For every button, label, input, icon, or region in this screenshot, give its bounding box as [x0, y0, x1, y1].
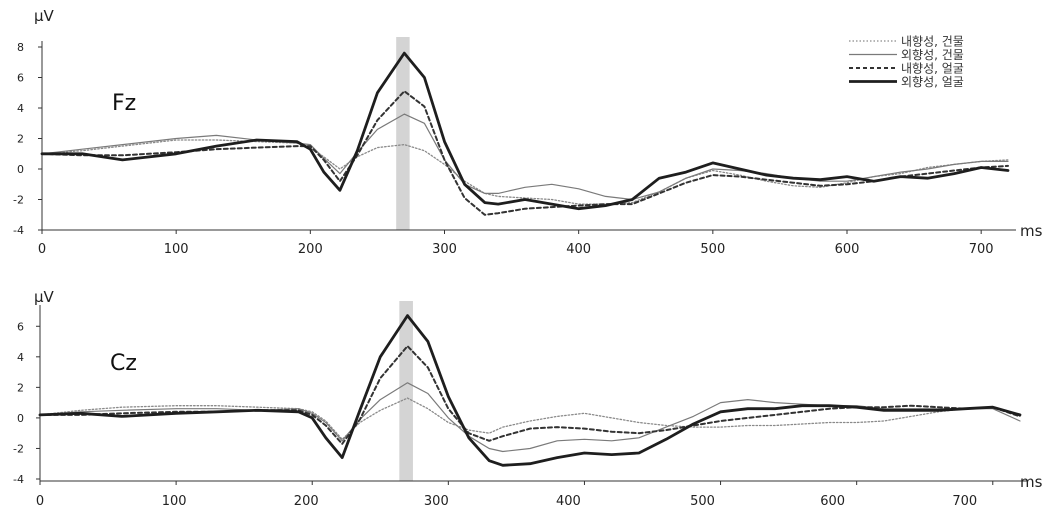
- y-tick-label: -2: [13, 442, 24, 455]
- x-tick-label: 100: [162, 494, 187, 509]
- x-tick-label: 500: [700, 242, 725, 257]
- x-tick-label: 600: [820, 494, 845, 509]
- legend-label: 외향성, 얼굴: [901, 75, 964, 89]
- x-tick-label: 500: [690, 494, 715, 509]
- y-tick-label: 6: [17, 320, 24, 333]
- x-tick-label: 400: [566, 242, 591, 257]
- y-tick-label: 2: [17, 133, 24, 146]
- y-axis-unit-label: μV: [34, 288, 55, 306]
- series-line-4: [40, 51, 1010, 211]
- y-tick-label: 2: [17, 381, 24, 394]
- series-line-1: [41, 139, 1009, 205]
- y-tick-label: 4: [17, 351, 24, 364]
- y-tick-label: 8: [17, 41, 24, 54]
- x-tick-label: 100: [164, 242, 189, 257]
- series-line-1: [39, 397, 1021, 440]
- x-tick-label: 700: [952, 494, 977, 509]
- x-tick-label: 700: [969, 242, 994, 257]
- y-tick-label: -4: [13, 473, 24, 486]
- x-tick-label: 200: [294, 494, 319, 509]
- highlight-window: [396, 37, 410, 230]
- x-tick-label: 0: [38, 242, 46, 257]
- x-tick-label: 600: [835, 242, 860, 257]
- y-tick-label: 6: [17, 72, 24, 85]
- channel-label: Fz: [112, 91, 136, 116]
- y-tick-label: -4: [13, 224, 24, 237]
- y-axis-unit-label: μV: [34, 7, 55, 25]
- series-line-3: [41, 90, 1009, 216]
- y-tick-label: -2: [13, 194, 24, 207]
- x-tick-label: 300: [432, 242, 457, 257]
- series-line-3: [39, 345, 1021, 445]
- series-line-2: [41, 113, 1009, 201]
- cz-panel: -4 -2 0 2 4 6 0 100 200 300 400 500 600 700 μV ms Cz: [13, 288, 1043, 509]
- highlight-window: [399, 301, 413, 481]
- y-tick-label: 4: [17, 102, 24, 115]
- x-tick-label: 400: [556, 494, 581, 509]
- series-line-2: [39, 382, 1021, 453]
- legend-label: 외향성, 건물: [901, 48, 964, 62]
- x-tick-label: 0: [36, 494, 44, 509]
- series-line-4: [38, 314, 1022, 467]
- legend-label: 내향성, 건물: [901, 35, 964, 49]
- x-axis-unit-label: ms: [1020, 222, 1043, 240]
- channel-label: Cz: [110, 351, 137, 376]
- x-tick-label: 200: [298, 242, 323, 257]
- y-tick-label: 0: [17, 412, 24, 425]
- x-tick-label: 300: [424, 494, 449, 509]
- legend-label: 내향성, 얼굴: [901, 62, 964, 76]
- y-tick-label: 0: [17, 163, 24, 176]
- fz-panel: -4 -2 0 2 4 6 8 0 100 200 300 400 500 600 700 μV ms Fz: [13, 7, 1043, 257]
- x-axis-unit-label: ms: [1020, 473, 1043, 491]
